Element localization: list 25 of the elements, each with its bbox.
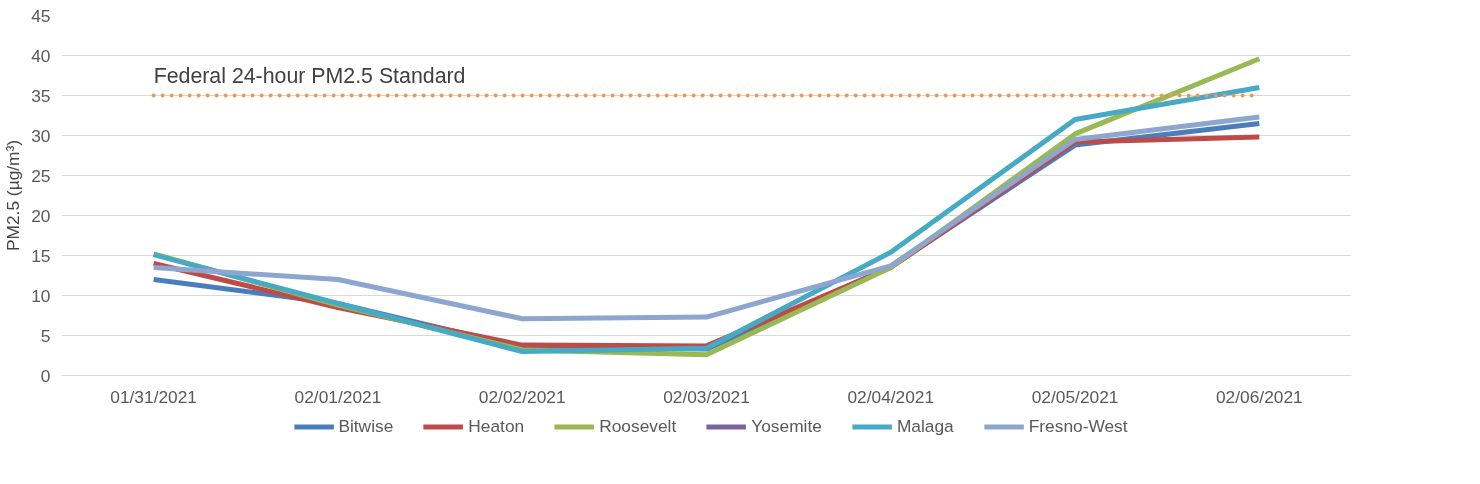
y-tick-label: 10 xyxy=(31,285,51,306)
x-tick-label: 02/06/2021 xyxy=(1215,386,1303,407)
legend-label: Malaga xyxy=(896,415,954,437)
y-tick-label: 15 xyxy=(31,245,51,266)
y-tick-label: 45 xyxy=(31,5,51,26)
y-axis-title: PM2.5 (µg/m³) xyxy=(3,139,24,252)
legend-label: Roosevelt xyxy=(599,415,677,437)
x-tick-label: 01/31/2021 xyxy=(110,386,198,407)
y-tick-label: 35 xyxy=(31,85,51,106)
x-tick-label: 02/05/2021 xyxy=(1031,386,1119,407)
legend-label: Yosemite xyxy=(751,415,822,437)
y-tick-label: 20 xyxy=(31,205,51,226)
y-tick-label: 30 xyxy=(31,125,51,146)
x-tick-label: 02/01/2021 xyxy=(294,386,382,407)
legend-label: Bitwise xyxy=(338,415,394,437)
x-tick-label: 02/04/2021 xyxy=(847,386,935,407)
y-tick-label: 40 xyxy=(31,45,51,66)
y-tick-label: 25 xyxy=(31,165,51,186)
legend-label: Fresno-West xyxy=(1028,415,1128,437)
y-tick-label: 5 xyxy=(40,325,51,346)
x-tick-label: 02/02/2021 xyxy=(478,386,566,407)
legend-label: Heaton xyxy=(468,415,525,437)
ref-line-label: Federal 24-hour PM2.5 Standard xyxy=(153,63,466,88)
y-tick-label: 0 xyxy=(40,365,51,386)
x-tick-label: 02/03/2021 xyxy=(663,386,750,407)
